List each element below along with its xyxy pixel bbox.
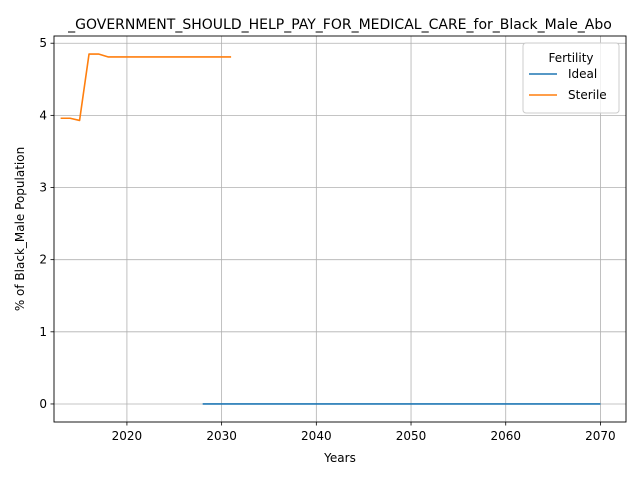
y-tick-label: 3: [39, 181, 47, 195]
series-lines: [60, 53, 601, 405]
y-tick-label: 1: [39, 325, 47, 339]
y-axis-label: % of Black_Male Population: [13, 147, 27, 311]
y-tick-label: 2: [39, 253, 47, 267]
plot-frame: [53, 35, 627, 423]
legend-title: Fertility: [548, 51, 593, 65]
y-axis-ticks: 0 1 2 3 4 5: [39, 36, 54, 411]
y-tick-label: 5: [39, 36, 47, 50]
x-tick-label: 2070: [585, 429, 616, 443]
x-tick-label: 2020: [112, 429, 143, 443]
legend-label-ideal: Ideal: [568, 67, 597, 81]
legend-items: Ideal Sterile: [529, 67, 607, 102]
x-axis-ticks: 2020 2030 2040 2050 2060 2070: [112, 422, 616, 443]
legend: Fertility Ideal Sterile: [522, 42, 620, 114]
chart-title: _GOVERNMENT_SHOULD_HELP_PAY_FOR_MEDICAL_…: [67, 17, 612, 33]
y-tick-label: 4: [39, 108, 47, 122]
x-tick-label: 2040: [301, 429, 332, 443]
x-tick-label: 2030: [206, 429, 237, 443]
x-tick-label: 2050: [396, 429, 427, 443]
series-line-sterile: [60, 53, 232, 122]
y-tick-label: 0: [39, 397, 47, 411]
x-tick-label: 2060: [490, 429, 521, 443]
legend-label-sterile: Sterile: [568, 88, 607, 102]
x-axis-label: Years: [323, 451, 356, 465]
